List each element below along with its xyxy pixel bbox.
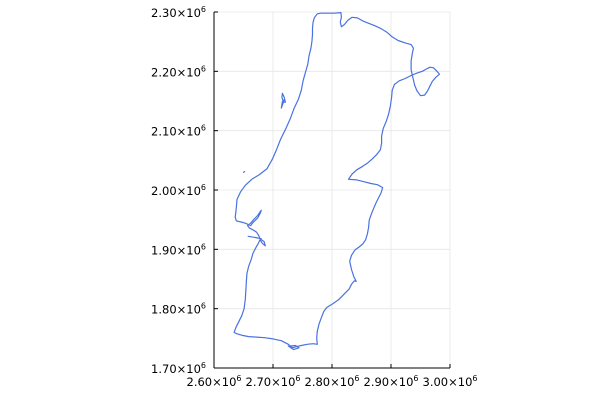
x-tick-label: 2.70×106: [246, 374, 301, 389]
x-tick-label: 2.80×106: [305, 374, 360, 389]
x-tick-label: 2.60×106: [187, 374, 242, 389]
x-tick-exponent: 6: [236, 374, 241, 383]
y-tick-label: 1.80×106: [151, 302, 206, 317]
y-tick-exponent: 6: [201, 242, 206, 251]
y-tick-exponent: 6: [201, 124, 206, 133]
y-tick-exponent: 6: [201, 64, 206, 73]
y-tick-label: 2.20×106: [151, 64, 206, 79]
y-tick-exponent: 6: [201, 361, 206, 370]
x-tick-base: 2.80×10: [305, 375, 355, 389]
portugal-outline: [233, 12, 440, 349]
grid: [213, 11, 451, 369]
x-tick-exponent: 6: [354, 374, 359, 383]
y-tick-base: 2.10×10: [151, 125, 201, 139]
y-tick-base: 2.00×10: [151, 184, 201, 198]
tick-labels: 2.60×106 2.70×106 2.80×106 2.90×106 3.00×106…: [151, 5, 477, 389]
x-tick-base: 2.70×10: [246, 375, 296, 389]
y-tick-label: 2.10×106: [151, 124, 206, 139]
x-tick-label: 2.90×106: [364, 374, 419, 389]
x-tick-exponent: 6: [295, 374, 300, 383]
x-tick-base: 3.00×10: [423, 375, 473, 389]
y-tick-base: 2.20×10: [151, 65, 201, 79]
coastal-detail: [280, 99, 285, 109]
coastal-detail: [242, 171, 246, 173]
x-tick-exponent: 6: [413, 374, 418, 383]
y-tick-base: 2.30×10: [151, 6, 201, 20]
y-tick-label: 2.30×106: [151, 5, 206, 20]
axes: [213, 11, 451, 369]
y-tick-label: 2.00×106: [151, 183, 206, 198]
y-tick-exponent: 6: [201, 302, 206, 311]
y-tick-base: 1.80×10: [151, 303, 201, 317]
y-tick-label: 1.70×106: [151, 361, 206, 376]
y-tick-exponent: 6: [201, 183, 206, 192]
y-tick-exponent: 6: [201, 5, 206, 14]
coastal-detail: [281, 92, 286, 103]
coastal-detail: [287, 344, 300, 351]
x-tick-label: 3.00×106: [423, 374, 478, 389]
x-tick-base: 2.90×10: [364, 375, 414, 389]
portugal-outline-layer: [233, 12, 440, 351]
coastal-detail: [247, 235, 262, 240]
y-tick-base: 1.90×10: [151, 243, 201, 257]
x-tick-base: 2.60×10: [187, 375, 237, 389]
y-tick-base: 1.70×10: [151, 362, 201, 376]
x-tick-exponent: 6: [472, 374, 477, 383]
y-tick-label: 1.90×106: [151, 242, 206, 257]
